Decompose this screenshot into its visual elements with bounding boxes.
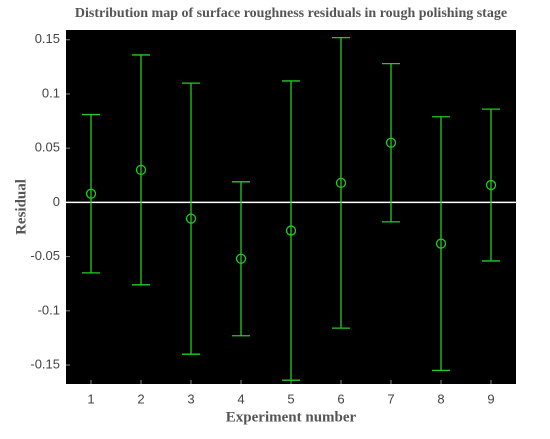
error-bar [82, 113, 100, 274]
x-tick-label: 4 [237, 391, 244, 406]
data-point [335, 177, 347, 189]
y-tick-label: -0.15 [30, 356, 60, 371]
error-bar [482, 108, 500, 262]
x-tick-label: 3 [187, 391, 194, 406]
y-tick-label: -0.05 [30, 248, 60, 263]
error-bar [432, 116, 450, 372]
data-point [135, 164, 147, 176]
data-point [485, 179, 497, 191]
x-tick-label: 1 [87, 391, 94, 406]
data-point [285, 225, 297, 236]
x-tick-label: 6 [337, 391, 344, 406]
data-point [385, 137, 397, 148]
data-point [235, 253, 247, 264]
x-tick-label: 8 [437, 391, 444, 406]
error-bar [282, 80, 300, 381]
y-tick-label: 0.05 [35, 140, 60, 155]
x-tick-label: 2 [137, 391, 144, 406]
x-tick-label: 7 [387, 391, 394, 406]
y-axis-label: Residual [13, 179, 29, 235]
error-bar [232, 181, 250, 337]
y-tick-label: 0.15 [35, 31, 60, 46]
error-bar [382, 62, 400, 223]
x-axis-label: Experiment number [226, 409, 357, 425]
error-bar [332, 36, 350, 329]
data-point [435, 238, 447, 249]
error-bar [182, 82, 200, 355]
data-point [85, 188, 97, 199]
x-tick-label: 5 [287, 391, 294, 406]
y-tick-label: 0 [53, 194, 60, 209]
y-tick-label: -0.1 [38, 302, 60, 317]
y-tick-label: 0.1 [42, 85, 60, 100]
data-point [185, 213, 197, 224]
chart-title: Distribution map of surface roughness re… [75, 6, 507, 21]
x-tick-label: 9 [487, 391, 494, 406]
error-bar [132, 54, 150, 286]
